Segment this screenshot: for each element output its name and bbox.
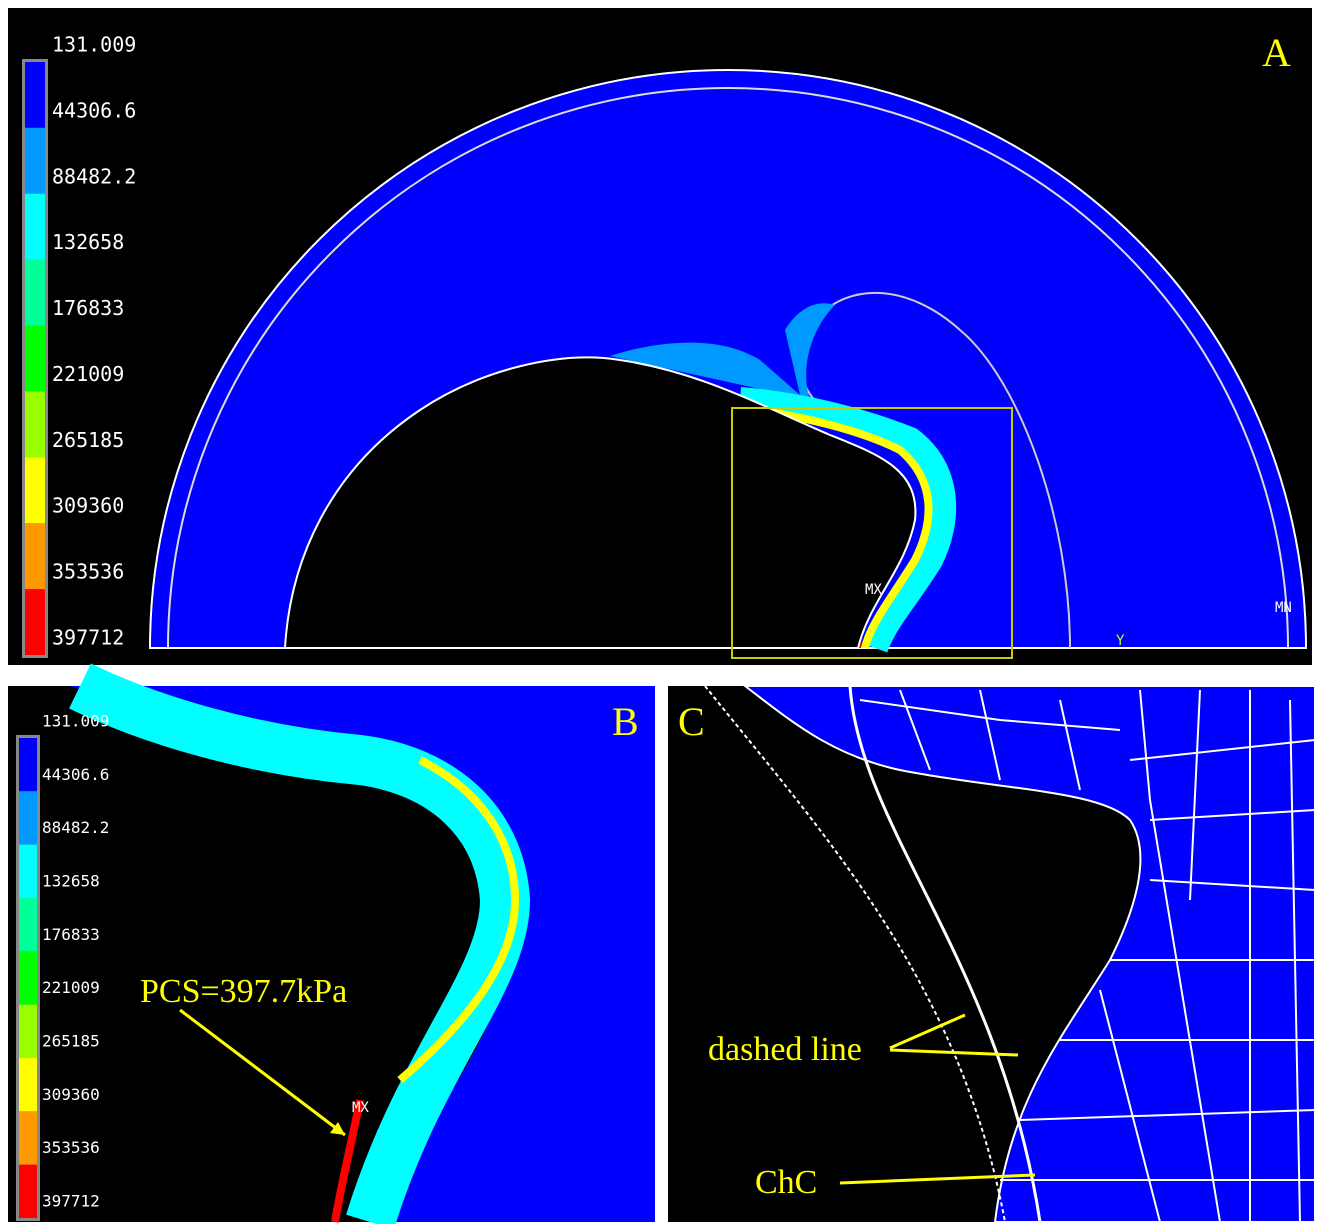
legend-band <box>19 1058 37 1111</box>
legend-label: 176833 <box>42 925 100 944</box>
axis-marker: Y <box>1116 633 1125 649</box>
legend-band <box>19 791 37 844</box>
legend-label: 397712 <box>52 626 124 650</box>
legend-band <box>19 951 37 1004</box>
legend-band <box>25 260 45 326</box>
legend-band <box>19 845 37 898</box>
legend-band <box>25 194 45 260</box>
figure: MX MN Y A 131.009 44306.6 88482.2 132658 176… <box>0 0 1319 1224</box>
legend-label: 131.009 <box>52 33 136 57</box>
legend-band <box>25 589 45 655</box>
legend-label: 44306.6 <box>52 98 136 122</box>
legend-label: 221009 <box>52 362 124 386</box>
max-marker: MX <box>865 582 882 598</box>
legend-band <box>25 62 45 128</box>
legend-band <box>19 898 37 951</box>
legend-band <box>25 128 45 194</box>
legend-label: 132658 <box>52 230 124 254</box>
legend-band <box>25 457 45 523</box>
legend-label: 221009 <box>42 978 100 997</box>
legend-label: 88482.2 <box>52 164 136 188</box>
panel-b: MX PCS=397.7kPa B 131.009 44306.6 88482.2 1… <box>8 686 655 1222</box>
annotation: dashed line <box>708 1031 862 1068</box>
max-marker: MX <box>352 1100 369 1116</box>
min-marker: MN <box>1275 600 1292 616</box>
legend-band <box>25 523 45 589</box>
legend-label: 265185 <box>52 428 124 452</box>
panel-label: C <box>678 699 705 744</box>
legend-label: 44306.6 <box>42 765 109 784</box>
legend-band <box>25 391 45 457</box>
legend-label: 309360 <box>52 494 124 518</box>
legend-label: 265185 <box>42 1032 100 1051</box>
legend-label: 353536 <box>52 560 124 584</box>
legend-band <box>19 1165 37 1218</box>
legend-band <box>19 1111 37 1164</box>
legend-label: 397712 <box>42 1192 100 1211</box>
legend-label: 176833 <box>52 296 124 320</box>
panel-c: dashed line ChC C <box>668 686 1315 1222</box>
panel-label: A <box>1262 30 1291 75</box>
annotation: ChC <box>755 1164 817 1201</box>
panel-a: MX MN Y A 131.009 44306.6 88482.2 132658 176… <box>8 8 1312 665</box>
legend-label: 131.009 <box>42 712 109 731</box>
legend-band <box>25 326 45 392</box>
legend-label: 88482.2 <box>42 818 109 837</box>
legend-band <box>19 1005 37 1058</box>
legend-label: 353536 <box>42 1138 100 1157</box>
annotation: PCS=397.7kPa <box>140 973 347 1010</box>
legend-band <box>19 738 37 791</box>
panel-label: B <box>612 699 639 744</box>
legend-label: 132658 <box>42 872 100 891</box>
legend-label: 309360 <box>42 1085 100 1104</box>
